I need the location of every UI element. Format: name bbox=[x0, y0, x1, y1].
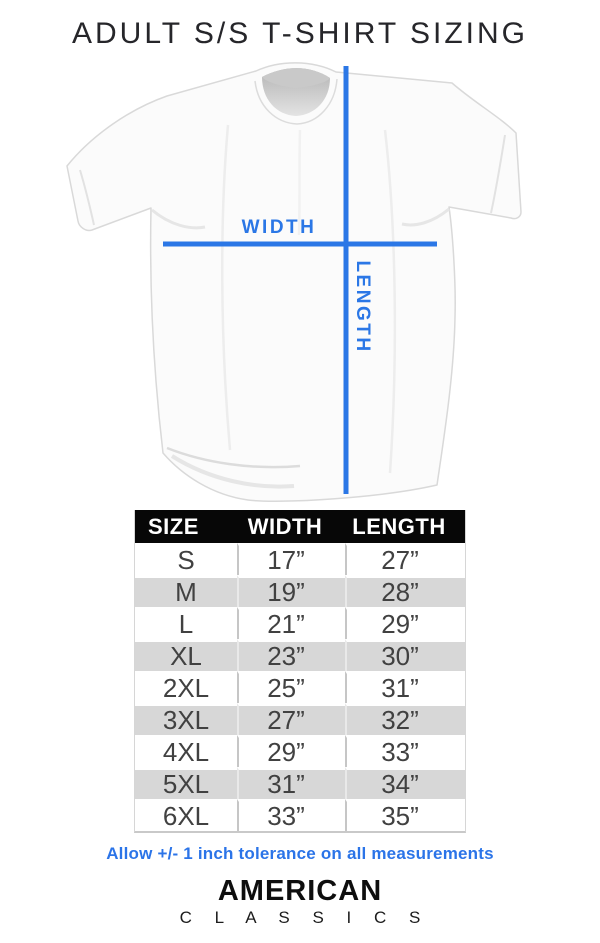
length-label: LENGTH bbox=[352, 260, 373, 353]
width-measure-line bbox=[163, 241, 437, 247]
width-cell: 19” bbox=[237, 575, 345, 607]
size-cell: 6XL bbox=[135, 799, 237, 831]
column-header-length: LENGTH bbox=[345, 510, 465, 543]
size-cell: L bbox=[135, 607, 237, 639]
tolerance-note: Allow +/- 1 inch tolerance on all measur… bbox=[106, 844, 494, 863]
table-header-row: SIZE WIDTH LENGTH bbox=[135, 510, 465, 543]
size-cell: S bbox=[135, 543, 237, 575]
table-row: 2XL 25” 31” bbox=[135, 671, 465, 703]
size-cell: 5XL bbox=[135, 767, 237, 799]
table-row: 6XL 33” 35” bbox=[135, 799, 465, 831]
size-cell: 2XL bbox=[135, 671, 237, 703]
length-cell: 31” bbox=[345, 671, 465, 703]
width-cell: 25” bbox=[237, 671, 345, 703]
brand-logo: AMERICAN C L A S S I C S bbox=[0, 875, 600, 927]
size-cell: XL bbox=[135, 639, 237, 671]
length-cell: 28” bbox=[345, 575, 465, 607]
length-cell: 30” bbox=[345, 639, 465, 671]
length-cell: 33” bbox=[345, 735, 465, 767]
table-row: 5XL 31” 34” bbox=[135, 767, 465, 799]
table-row: M 19” 28” bbox=[135, 575, 465, 607]
page-title: ADULT S/S T-SHIRT SIZING bbox=[72, 17, 528, 50]
size-cell: 3XL bbox=[135, 703, 237, 735]
size-cell: M bbox=[135, 575, 237, 607]
table-row: L 21” 29” bbox=[135, 607, 465, 639]
width-cell: 31” bbox=[237, 767, 345, 799]
width-cell: 17” bbox=[237, 543, 345, 575]
size-cell: 4XL bbox=[135, 735, 237, 767]
tshirt-graphic bbox=[66, 62, 522, 502]
width-cell: 21” bbox=[237, 607, 345, 639]
table-row: 4XL 29” 33” bbox=[135, 735, 465, 767]
table-row: 3XL 27” 32” bbox=[135, 703, 465, 735]
column-header-width: WIDTH bbox=[237, 510, 345, 543]
brand-subname: C L A S S I C S bbox=[179, 908, 430, 927]
width-cell: 33” bbox=[237, 799, 345, 831]
table-row: S 17” 27” bbox=[135, 543, 465, 575]
width-cell: 27” bbox=[237, 703, 345, 735]
width-cell: 23” bbox=[237, 639, 345, 671]
size-chart-table: SIZE WIDTH LENGTH S 17” 27” M 19” 28” L … bbox=[134, 510, 466, 833]
length-cell: 35” bbox=[345, 799, 465, 831]
length-cell: 27” bbox=[345, 543, 465, 575]
length-cell: 34” bbox=[345, 767, 465, 799]
length-cell: 29” bbox=[345, 607, 465, 639]
brand-name: AMERICAN bbox=[217, 875, 383, 907]
tshirt-sizing-diagram: WIDTH LENGTH bbox=[66, 62, 522, 502]
width-cell: 29” bbox=[237, 735, 345, 767]
column-header-size: SIZE bbox=[135, 510, 237, 543]
length-measure-line bbox=[343, 66, 349, 494]
table-row: XL 23” 30” bbox=[135, 639, 465, 671]
width-label: WIDTH bbox=[242, 217, 317, 238]
length-cell: 32” bbox=[345, 703, 465, 735]
